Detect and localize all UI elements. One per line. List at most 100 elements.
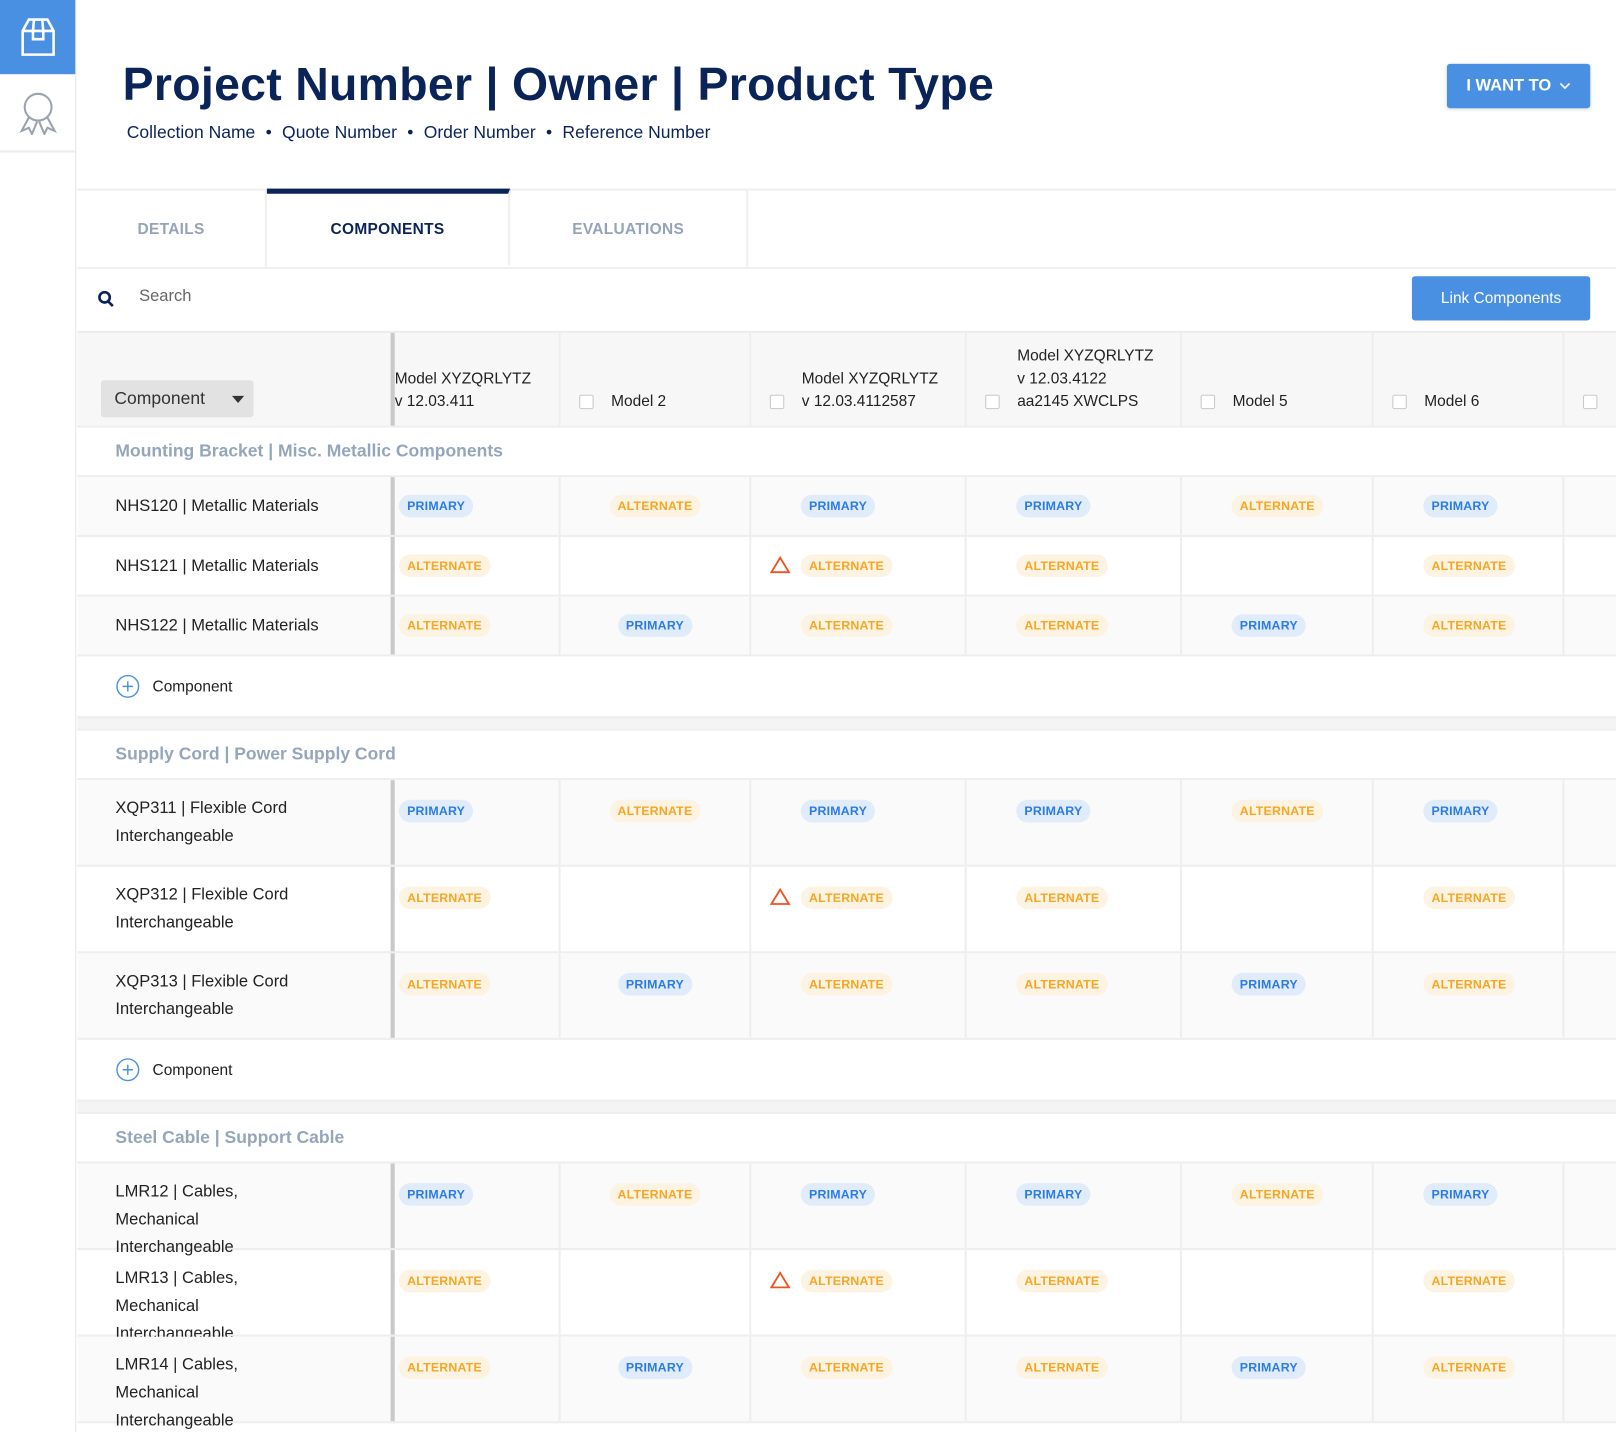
table-row[interactable]: LMR12 | Cables, Mechanical Interchangeab…: [77, 1163, 1616, 1256]
chevron-down-icon: [1559, 82, 1571, 90]
warning-icon: [769, 888, 791, 905]
primary-badge: PRIMARY: [1231, 1356, 1307, 1379]
assignment-cell[interactable]: PRIMARY: [1182, 596, 1374, 655]
model-checkbox[interactable]: [1200, 394, 1216, 410]
add-component-button[interactable]: Component: [77, 1040, 1616, 1100]
assignment-cell[interactable]: PRIMARY: [1182, 953, 1374, 1038]
alternate-badge: ALTERNATE: [1423, 614, 1515, 637]
assignment-cell[interactable]: [561, 866, 752, 952]
assignment-cell[interactable]: ALTERNATE: [395, 1250, 561, 1335]
model-column-header: Model XYZQRLYTZ v 12.03.4112587: [751, 332, 967, 426]
assignment-cell[interactable]: PRIMARY: [561, 953, 752, 1038]
sidebar-item-package[interactable]: [0, 0, 76, 75]
table-row[interactable]: XQP311 | Flexible Cord Interchangeable PR…: [77, 780, 1616, 867]
assignment-cell[interactable]: ALTERNATE: [751, 953, 967, 1038]
primary-badge: PRIMARY: [1016, 799, 1091, 823]
assignment-cell[interactable]: PRIMARY: [1374, 477, 1565, 535]
assignment-cell[interactable]: PRIMARY: [395, 780, 561, 865]
table-row[interactable]: LMR13 | Cables, Mechanical Interchangeab…: [77, 1250, 1616, 1343]
assignment-cell[interactable]: ALTERNATE: [751, 1250, 967, 1335]
assignment-cell[interactable]: ALTERNATE: [967, 596, 1183, 655]
assignment-cell[interactable]: [1182, 1250, 1374, 1335]
assignment-cell[interactable]: ALTERNATE: [395, 596, 561, 655]
assignment-cell[interactable]: PRIMARY: [395, 477, 561, 535]
assignment-cell[interactable]: ALTERNATE: [561, 1163, 752, 1249]
table-row[interactable]: XQP313 | Flexible Cord Interchangeable AL…: [77, 953, 1616, 1040]
assignment-cell[interactable]: ALTERNATE: [751, 536, 967, 595]
model-checkbox[interactable]: [769, 394, 785, 410]
component-name: NHS122 | Metallic Materials: [77, 596, 395, 655]
tab-details[interactable]: DETAILS: [77, 190, 267, 267]
model-checkbox[interactable]: [1392, 394, 1407, 410]
model-checkbox[interactable]: [579, 394, 594, 410]
assignment-cell[interactable]: PRIMARY: [751, 780, 967, 865]
alternate-badge: ALTERNATE: [800, 614, 893, 637]
sidebar-item-award[interactable]: [0, 74, 76, 153]
tab-evaluations[interactable]: EVALUATIONS: [510, 190, 749, 267]
search-input[interactable]: [139, 287, 758, 307]
quote-number: Quote Number: [282, 122, 397, 143]
add-component-label: Component: [152, 677, 233, 696]
separator: •: [407, 122, 414, 143]
table-row[interactable]: XQP312 | Flexible Cord Interchangeable AL…: [77, 866, 1616, 954]
assignment-cell[interactable]: ALTERNATE: [561, 780, 752, 865]
assignment-cell[interactable]: ALTERNATE: [751, 596, 967, 655]
add-component-button[interactable]: Component: [77, 1423, 1616, 1432]
assignment-cell[interactable]: ALTERNATE: [1374, 536, 1565, 595]
model-checkbox[interactable]: [1583, 394, 1598, 410]
assignment-cell[interactable]: PRIMARY: [395, 1163, 561, 1249]
assignment-cell[interactable]: PRIMARY: [1182, 1336, 1374, 1422]
assignment-cell[interactable]: ALTERNATE: [1182, 1163, 1374, 1249]
link-components-button[interactable]: Link Components: [1411, 276, 1591, 321]
assignment-cell[interactable]: ALTERNATE: [1182, 780, 1374, 865]
table-row[interactable]: NHS121 | Metallic Materials ALTERNATE ALTE…: [77, 536, 1616, 597]
assignment-cell[interactable]: ALTERNATE: [395, 536, 561, 595]
assignment-cell[interactable]: ALTERNATE: [1374, 866, 1565, 952]
alternate-badge: ALTERNATE: [1016, 1356, 1108, 1379]
assignment-cell[interactable]: ALTERNATE: [967, 953, 1183, 1038]
table-row[interactable]: NHS120 | Metallic Materials PRIMARY ALTERN…: [77, 477, 1616, 537]
assignment-cell[interactable]: ALTERNATE: [967, 866, 1183, 952]
assignment-cell[interactable]: PRIMARY: [967, 477, 1183, 535]
component-select[interactable]: Component: [100, 380, 254, 418]
assignment-cell[interactable]: ALTERNATE: [967, 1250, 1183, 1335]
assignment-cell[interactable]: PRIMARY: [967, 780, 1183, 865]
assignment-cell[interactable]: ALTERNATE: [395, 866, 561, 952]
assignment-cell[interactable]: PRIMARY: [1374, 780, 1565, 865]
overflow-cell: [1564, 1337, 1616, 1422]
assignment-cell[interactable]: ALTERNATE: [1374, 953, 1565, 1038]
assignment-cell[interactable]: ALTERNATE: [395, 1336, 561, 1422]
assignment-cell[interactable]: ALTERNATE: [1374, 596, 1565, 655]
assignment-cell[interactable]: ALTERNATE: [751, 1336, 967, 1422]
assignment-cell[interactable]: ALTERNATE: [967, 1336, 1183, 1422]
table-row[interactable]: NHS122 | Metallic Materials ALTERNATE PRIM…: [77, 596, 1616, 657]
assignment-cell[interactable]: ALTERNATE: [1374, 1250, 1565, 1335]
assignment-cell[interactable]: ALTERNATE: [395, 953, 561, 1038]
assignment-cell[interactable]: PRIMARY: [561, 1336, 752, 1422]
primary-badge: PRIMARY: [398, 799, 474, 823]
assignment-cell[interactable]: PRIMARY: [967, 1163, 1183, 1249]
assignment-cell[interactable]: PRIMARY: [1374, 1163, 1565, 1249]
assignment-cell[interactable]: [1182, 866, 1374, 952]
assignment-cell[interactable]: ALTERNATE: [967, 536, 1183, 595]
assignment-cell[interactable]: ALTERNATE: [751, 866, 967, 952]
i-want-to-button[interactable]: I WANT TO: [1446, 63, 1591, 109]
add-component-button[interactable]: Component: [77, 656, 1616, 716]
assignment-cell[interactable]: [1182, 536, 1374, 595]
model-checkbox[interactable]: [985, 394, 1000, 410]
collection-name: Collection Name: [126, 122, 256, 143]
assignment-cell[interactable]: ALTERNATE: [1374, 1336, 1565, 1422]
tab-components[interactable]: COMPONENTS: [266, 188, 511, 265]
alternate-badge: ALTERNATE: [398, 1269, 491, 1293]
table-row[interactable]: LMR14 | Cables, Mechanical Interchangeab…: [77, 1336, 1616, 1429]
assignment-cell[interactable]: PRIMARY: [751, 477, 967, 535]
assignment-cell[interactable]: [561, 1250, 752, 1335]
assignment-cell[interactable]: PRIMARY: [561, 596, 752, 655]
assignment-cell[interactable]: ALTERNATE: [1182, 477, 1374, 535]
assignment-cell[interactable]: [561, 536, 752, 595]
model-name: Model 6: [1424, 391, 1479, 414]
assignment-cell[interactable]: PRIMARY: [751, 1163, 967, 1249]
assignment-cell[interactable]: ALTERNATE: [561, 477, 752, 535]
overflow-cell: [1564, 867, 1616, 952]
model-column-header: Model 5: [1182, 332, 1374, 426]
